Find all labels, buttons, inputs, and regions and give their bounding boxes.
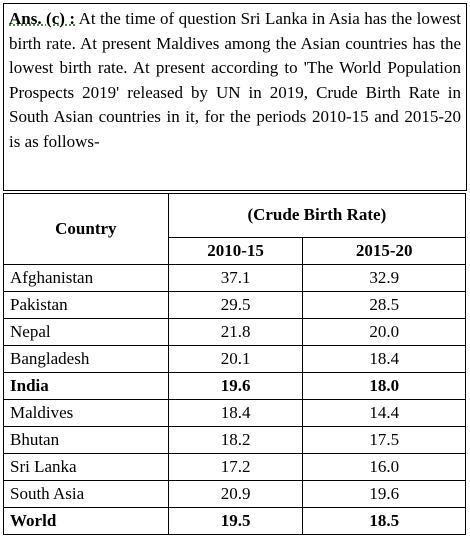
rate-cell: 18.2 <box>167 426 304 454</box>
rate-cell: 18.4 <box>167 399 304 427</box>
rate-cell: 32.9 <box>302 264 466 292</box>
rate-cell: 16.0 <box>302 453 466 481</box>
period-header: 2015-20 <box>302 236 466 266</box>
answer-label: Ans. (c) : <box>9 9 76 28</box>
table-row: World 19.5 18.5 <box>3 507 466 535</box>
country-cell: Bangladesh <box>3 345 169 373</box>
table-row: South Asia 20.9 19.6 <box>3 480 466 508</box>
table-row: Pakistan 29.5 28.5 <box>3 291 466 319</box>
table-body: Afghanistan 37.1 32.9 Pakistan 29.5 28.5 Nepal… <box>3 264 466 535</box>
country-cell: Maldives <box>3 399 169 427</box>
country-header: Country <box>3 193 169 265</box>
birth-rate-table: Country (Crude Birth Rate) 2010-15 2015-… <box>3 193 467 535</box>
country-cell: Afghanistan <box>3 264 169 292</box>
header-row: Country (Crude Birth Rate) <box>3 193 467 265</box>
table-row: Nepal 21.8 20.0 <box>3 318 466 346</box>
country-cell: Sri Lanka <box>3 453 169 481</box>
rate-cell: 37.1 <box>167 264 304 292</box>
rate-cell: 29.5 <box>167 291 304 319</box>
rate-cell: 20.0 <box>302 318 466 346</box>
country-cell: World <box>3 507 169 535</box>
country-cell: Nepal <box>3 318 169 346</box>
rate-cell: 17.5 <box>302 426 466 454</box>
rate-cell: 18.0 <box>302 372 466 400</box>
rate-cell: 20.1 <box>167 345 304 373</box>
table-row: Afghanistan 37.1 32.9 <box>3 264 466 292</box>
rate-cell: 17.2 <box>167 453 304 481</box>
rate-cell: 18.5 <box>302 507 466 535</box>
rate-cell: 19.6 <box>167 372 304 400</box>
rate-cell: 14.4 <box>302 399 466 427</box>
rate-cell: 28.5 <box>302 291 466 319</box>
table-row: Sri Lanka 17.2 16.0 <box>3 453 466 481</box>
answer-text: At the time of question Sri Lanka in Asi… <box>9 9 462 151</box>
period-header: 2010-15 <box>167 236 304 266</box>
table-row: Bangladesh 20.1 18.4 <box>3 345 466 373</box>
answer-paragraph: Ans. (c) : At the time of question Sri L… <box>3 3 467 191</box>
period-row: 2010-15 2015-20 <box>4 236 466 266</box>
group-header: (Crude Birth Rate) <box>167 193 467 238</box>
rate-cell: 20.9 <box>167 480 304 508</box>
rate-cell: 19.5 <box>167 507 304 535</box>
rate-cell: 19.6 <box>302 480 466 508</box>
table-row: Maldives 18.4 14.4 <box>3 399 466 427</box>
table-row: Bhutan 18.2 17.5 <box>3 426 466 454</box>
table-row: India 19.6 18.0 <box>3 372 466 400</box>
country-cell: Bhutan <box>3 426 169 454</box>
rate-cell: 21.8 <box>167 318 304 346</box>
rate-cell: 18.4 <box>302 345 466 373</box>
country-cell: Pakistan <box>3 291 169 319</box>
country-cell: India <box>3 372 169 400</box>
country-cell: South Asia <box>3 480 169 508</box>
